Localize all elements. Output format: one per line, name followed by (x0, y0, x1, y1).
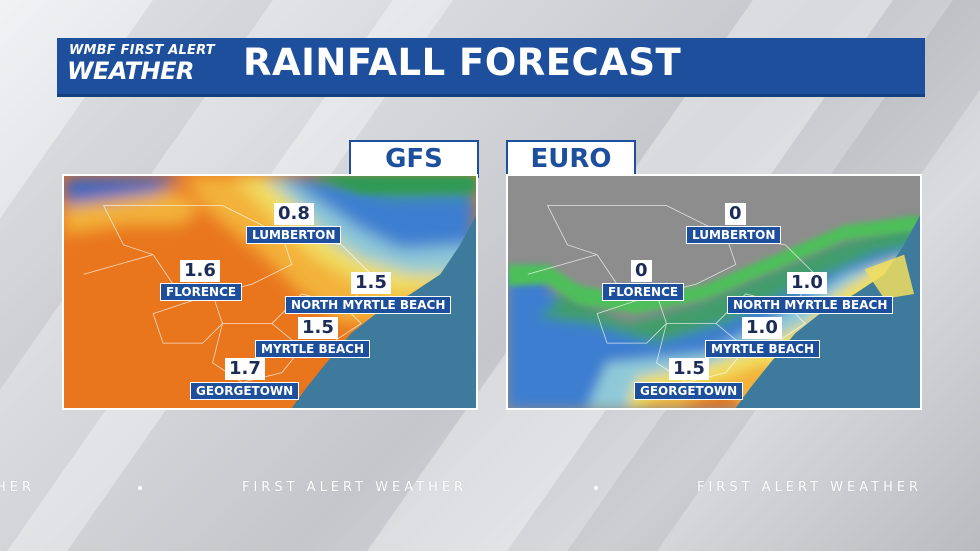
gfs-lumberton-label: LUMBERTON (246, 226, 342, 244)
ticker-text-left: HER (0, 480, 36, 495)
euro-florence-label: FLORENCE (602, 283, 685, 301)
gfs-north-myrtle-beach-label: NORTH MYRTLE BEACH (285, 296, 452, 314)
title-banner: WMBF FIRST ALERT WEATHER RAINFALL FORECA… (57, 38, 925, 97)
ticker-dot (138, 486, 142, 490)
euro-north-myrtle-beach-label: NORTH MYRTLE BEACH (727, 296, 894, 314)
gfs-florence-value: 1.6 (180, 260, 220, 282)
euro-georgetown-label: GEORGETOWN (634, 382, 744, 400)
euro-myrtle-beach-value: 1.0 (742, 317, 782, 339)
ticker-dot (594, 486, 598, 490)
euro-myrtle-beach-label: MYRTLE BEACH (705, 340, 821, 358)
euro-north-myrtle-beach-value: 1.0 (787, 272, 827, 294)
gfs-georgetown-label: GEORGETOWN (190, 382, 300, 400)
gfs-florence-label: FLORENCE (160, 283, 243, 301)
euro-model-label: EURO (506, 140, 636, 178)
page-title: RAINFALL FORECAST (243, 41, 682, 84)
logo-top-text: WMBF FIRST ALERT (69, 43, 215, 58)
gfs-north-myrtle-beach-value: 1.5 (351, 272, 391, 294)
gfs-map-graphic (64, 176, 476, 408)
euro-map-graphic (508, 176, 920, 408)
ticker-text-right: FIRST ALERT WEATHER (697, 480, 923, 495)
euro-lumberton-value: 0 (725, 203, 746, 225)
gfs-myrtle-beach-label: MYRTLE BEACH (255, 340, 371, 358)
station-logo: WMBF FIRST ALERT WEATHER (67, 43, 227, 89)
euro-rainfall-map (506, 174, 922, 410)
gfs-myrtle-beach-value: 1.5 (298, 317, 338, 339)
euro-georgetown-value: 1.5 (669, 358, 709, 380)
gfs-rainfall-map (62, 174, 478, 410)
gfs-model-label: GFS (349, 140, 479, 178)
logo-bottom-text: WEATHER (67, 57, 194, 85)
gfs-georgetown-value: 1.7 (225, 358, 265, 380)
gfs-lumberton-value: 0.8 (274, 203, 314, 225)
ticker-text-middle: FIRST ALERT WEATHER (242, 480, 468, 495)
euro-lumberton-label: LUMBERTON (686, 226, 782, 244)
euro-florence-value: 0 (631, 260, 652, 282)
